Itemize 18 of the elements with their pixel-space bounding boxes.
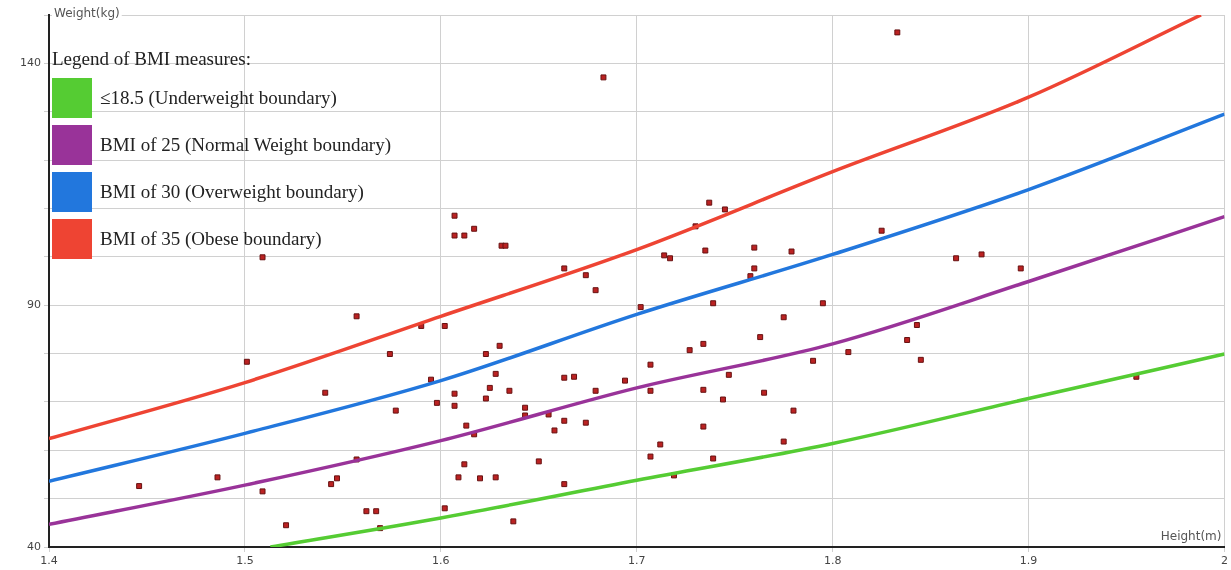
line-series [268, 352, 1225, 547]
x-axis-title: Height(m) [1160, 529, 1222, 544]
x-tick-label: 1.4 [40, 554, 58, 568]
y-tick-label: 90 [27, 298, 41, 312]
legend-label: BMI of 30 (Overweight boundary) [100, 180, 364, 203]
legend-label: ≤18.5 (Underweight boundary) [100, 86, 337, 109]
x-tick-label: 1.8 [823, 554, 842, 568]
y-tick-label: 140 [20, 56, 41, 70]
x-tick-label: 1.6 [432, 554, 450, 568]
x-tick-label: 2 [1221, 554, 1228, 568]
x-tick-label: 1.5 [236, 554, 254, 568]
x-tick-label: 1.9 [1019, 554, 1038, 568]
y-tick-label: 40 [27, 539, 41, 553]
legend-label: BMI of 35 (Obese boundary) [100, 227, 322, 250]
legend-title: Legend of BMI measures: [52, 48, 252, 70]
y-axis-title: Weight(kg) [54, 6, 120, 21]
x-tick-label: 1.7 [628, 554, 646, 568]
legend-label: BMI of 25 (Normal Weight boundary) [100, 133, 391, 156]
